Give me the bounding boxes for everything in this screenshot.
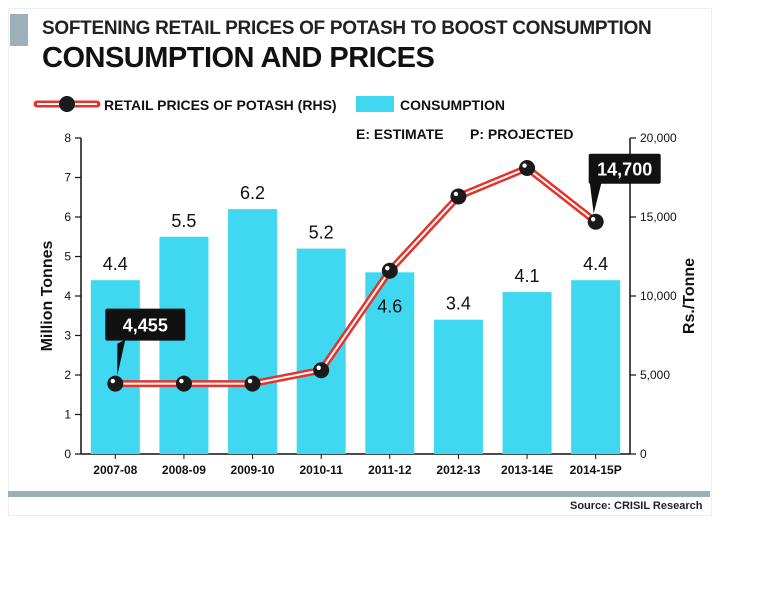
legend-bar-label: CONSUMPTION [400, 97, 505, 113]
legend-marker-swatch [59, 96, 75, 112]
legend-bar-swatch [356, 96, 394, 112]
category-label: 2014-15P [570, 463, 622, 477]
category-label: 2010-11 [299, 463, 343, 477]
consumption-bar [159, 236, 209, 454]
callout-box [105, 308, 186, 341]
price-point-marker [107, 375, 124, 392]
price-callouts: 4,455 14,700 [105, 153, 661, 376]
left-tick-label: 2 [64, 368, 71, 382]
price-point-highlight [247, 378, 253, 384]
price-point-highlight [385, 266, 390, 271]
consumption-bar [90, 280, 140, 454]
legend-line-label: RETAIL PRICES OF POTASH (RHS) [104, 97, 337, 113]
source-note: Source: CRISIL Research [570, 500, 703, 512]
consumption-value-label: 5.2 [309, 223, 334, 243]
price-point-highlight [316, 365, 321, 370]
right-axis-ticks: 0 5,000 10,000 15,000 20,000 [630, 131, 677, 461]
category-label: 2009-10 [231, 463, 275, 477]
price-point-marker [587, 213, 604, 230]
price-point-marker [175, 375, 192, 392]
category-labels: 2007-08 2008-09 2009-10 2010-11 2011-12 2012-… [93, 454, 622, 477]
header-accent-bar [10, 14, 28, 46]
left-axis-ticks: 0 1 2 3 4 5 6 7 8 [64, 131, 81, 461]
price-point-highlight [522, 163, 527, 168]
chart-kicker: SOFTENING RETAIL PRICES OF POTASH TO BOO… [42, 18, 652, 39]
price-point-highlight [590, 217, 596, 222]
right-tick-label: 20,000 [640, 131, 677, 145]
category-label: 2008-09 [162, 463, 206, 477]
left-tick-label: 1 [64, 408, 71, 422]
category-label: 2011-12 [368, 463, 412, 477]
price-point-highlight [453, 191, 459, 197]
left-tick-label: 8 [64, 131, 71, 145]
legend: RETAIL PRICES OF POTASH (RHS) CONSUMPTIO… [33, 96, 573, 142]
price-line-series [107, 160, 604, 392]
consumption-bar [228, 209, 278, 454]
right-tick-label: 10,000 [640, 289, 677, 303]
consumption-bar [502, 292, 552, 454]
left-tick-label: 5 [64, 250, 71, 264]
right-tick-label: 5,000 [640, 368, 670, 382]
price-point-marker [381, 262, 398, 279]
callout-pointer [117, 339, 126, 376]
left-tick-label: 7 [64, 171, 71, 185]
price-point-marker [519, 160, 536, 177]
left-tick-label: 0 [64, 447, 71, 461]
footer-rule [8, 491, 710, 497]
left-tick-label: 3 [64, 329, 71, 343]
category-label: 2012-13 [436, 463, 480, 477]
consumption-bar [433, 319, 483, 454]
callout-label: 4,455 [123, 316, 168, 336]
consumption-value-label: 4.6 [377, 296, 402, 316]
callout-box [588, 153, 661, 184]
legend-estimate-note: E: ESTIMATE [356, 126, 444, 142]
price-point-marker [244, 375, 261, 392]
consumption-value-label: 3.4 [446, 294, 471, 314]
callout-pointer [589, 181, 602, 214]
legend-projected-note: P: PROJECTED [470, 126, 573, 142]
left-axis-label: Million Tonnes [39, 241, 56, 352]
consumption-value-label: 4.4 [583, 254, 608, 274]
consumption-value-label: 4.4 [103, 254, 128, 274]
consumption-value-label: 4.1 [515, 266, 540, 286]
right-tick-label: 15,000 [640, 210, 677, 224]
category-label: 2007-08 [93, 463, 137, 477]
left-tick-label: 4 [64, 289, 71, 303]
callout-label: 14,700 [597, 160, 652, 180]
consumption-value-labels: 4.4 5.5 6.2 5.2 4.6 3.4 4.1 4.4 [103, 183, 608, 316]
right-axis-label: Rs./Tonne [681, 258, 698, 334]
consumption-bar [365, 272, 415, 454]
chart-title: CONSUMPTION AND PRICES [42, 42, 435, 74]
price-line-inner [115, 167, 597, 385]
consumption-value-label: 5.5 [171, 211, 196, 231]
right-tick-label: 0 [640, 447, 647, 461]
left-tick-label: 6 [64, 210, 71, 224]
price-point-marker [450, 188, 467, 205]
consumption-value-label: 6.2 [240, 183, 265, 203]
price-point-marker [313, 362, 330, 379]
consumption-bar [571, 280, 621, 454]
price-point-highlight [110, 378, 116, 384]
category-label: 2013-14E [501, 463, 553, 477]
price-point-highlight [179, 378, 184, 384]
